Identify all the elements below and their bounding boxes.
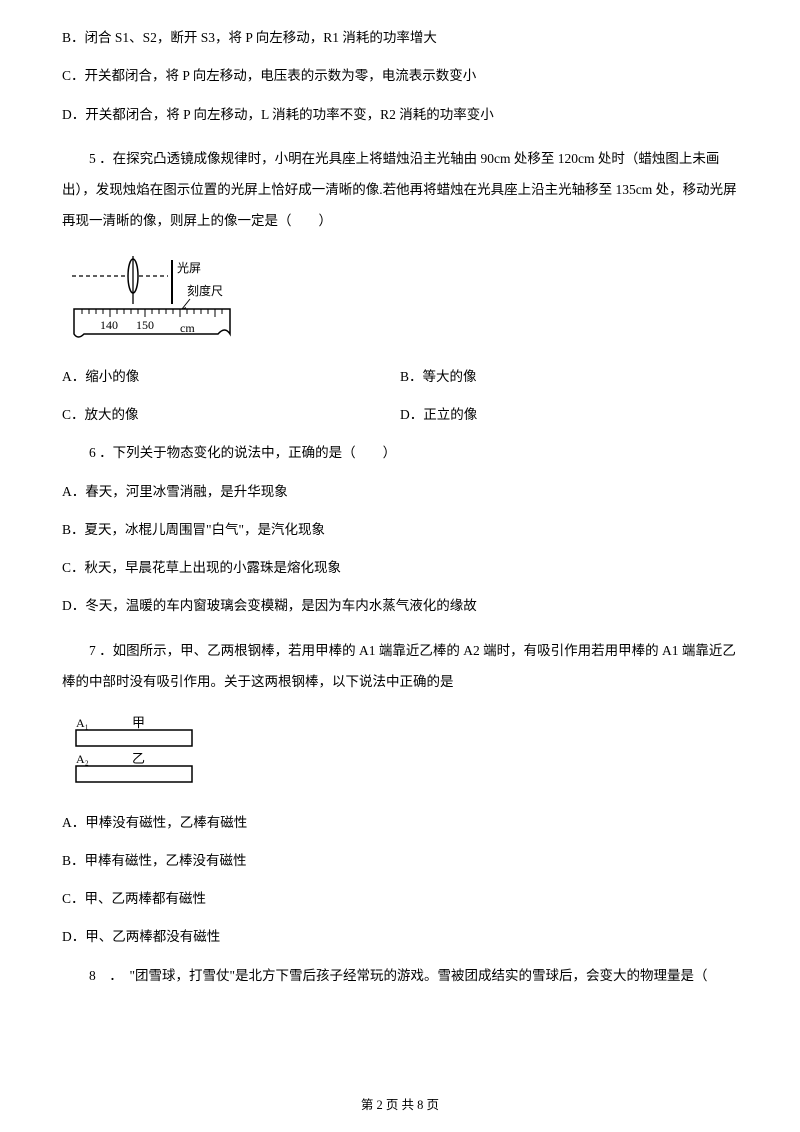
q4-option-c[interactable]: C．开关都闭合，将 P 向左移动，电压表的示数为零，电流表示数变小 (62, 66, 738, 86)
svg-text:乙: 乙 (132, 751, 145, 766)
svg-text:光屏: 光屏 (177, 261, 201, 275)
q5-option-b[interactable]: B．等大的像 (400, 367, 738, 387)
svg-text:150: 150 (136, 318, 154, 332)
svg-text:140: 140 (100, 318, 118, 332)
q7-option-c[interactable]: C．甲、乙两棒都有磁性 (62, 889, 738, 909)
svg-text:甲: 甲 (132, 715, 145, 730)
q5-option-a[interactable]: A．缩小的像 (62, 367, 400, 387)
q6-option-b[interactable]: B．夏天，冰棍儿周围冒"白气"，是汽化现象 (62, 520, 738, 540)
q6-option-d[interactable]: D．冬天，温暖的车内窗玻璃会变模糊，是因为车内水蒸气液化的缘故 (62, 596, 738, 616)
q4-option-d[interactable]: D．开关都闭合，将 P 向左移动，L 消耗的功率不变，R2 消耗的功率变小 (62, 105, 738, 125)
q4-option-b[interactable]: B．闭合 S1、S2，断开 S3，将 P 向左移动，R1 消耗的功率增大 (62, 28, 738, 48)
page-footer: 第 2 页 共 8 页 (0, 1096, 800, 1115)
q7-option-d[interactable]: D．甲、乙两棒都没有磁性 (62, 927, 738, 947)
q6-option-a[interactable]: A．春天，河里冰雪消融，是升华现象 (62, 482, 738, 502)
svg-text:cm: cm (180, 321, 195, 335)
q5-diagram: 光屏 刻度尺 140 150 cm (70, 254, 738, 349)
q7-option-b[interactable]: B．甲棒有磁性，乙棒没有磁性 (62, 851, 738, 871)
q6-option-c[interactable]: C．秋天，早晨花草上出现的小露珠是熔化现象 (62, 558, 738, 578)
q6-stem: 6 ．下列关于物态变化的说法中，正确的是（ ） (62, 443, 738, 463)
q5-option-c[interactable]: C．放大的像 (62, 405, 400, 425)
svg-text:A₂: A₂ (76, 752, 89, 766)
q5-stem: 5 ．在探究凸透镜成像规律时，小明在光具座上将蜡烛沿主光轴由 90cm 处移至 … (62, 143, 738, 236)
q5-option-d[interactable]: D．正立的像 (400, 405, 738, 425)
q7-stem: 7 ．如图所示，甲、乙两根钢棒，若用甲棒的 A1 端靠近乙棒的 A2 端时，有吸… (62, 635, 738, 697)
q7-diagram: A₁ 甲 A₂ 乙 (70, 715, 738, 795)
svg-text:刻度尺: 刻度尺 (187, 283, 223, 298)
q8-stem: 8 ． "团雪球，打雪仗"是北方下雪后孩子经常玩的游戏。雪被团成结实的雪球后，会… (62, 966, 738, 986)
q7-option-a[interactable]: A．甲棒没有磁性，乙棒有磁性 (62, 813, 738, 833)
svg-text:A₁: A₁ (76, 716, 89, 730)
